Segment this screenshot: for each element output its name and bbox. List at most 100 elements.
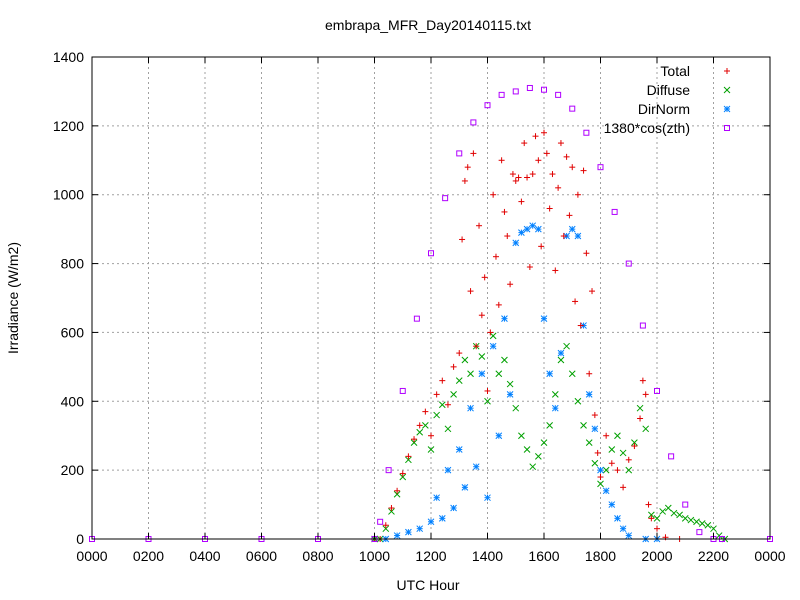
star-stroke — [444, 466, 452, 474]
star-stroke — [433, 494, 441, 502]
envelope-point — [682, 501, 689, 508]
envelope-point — [377, 518, 384, 525]
data-point — [456, 350, 463, 357]
star-stroke — [506, 391, 514, 398]
envelope-point — [442, 195, 449, 202]
data-point — [461, 356, 469, 364]
data-point — [484, 494, 491, 502]
data-point — [580, 167, 587, 174]
star-stroke — [405, 528, 412, 536]
envelope-point — [385, 467, 392, 474]
envelope-point — [456, 150, 463, 157]
data-point — [427, 518, 435, 526]
data-point — [495, 432, 503, 440]
data-point — [645, 501, 652, 508]
star-stroke — [393, 532, 401, 539]
data-point — [416, 525, 424, 533]
data-point — [534, 453, 542, 460]
cross-stroke — [405, 456, 412, 464]
legend-marker — [723, 105, 731, 113]
data-points — [89, 84, 773, 543]
data-point — [473, 343, 480, 350]
data-point — [467, 370, 474, 378]
envelope-point — [625, 260, 632, 267]
star-stroke — [540, 315, 548, 323]
cross-stroke — [444, 425, 452, 433]
star-stroke — [546, 370, 554, 378]
data-point — [568, 225, 576, 233]
data-point — [492, 253, 499, 260]
data-point — [444, 425, 452, 433]
data-point — [648, 515, 655, 522]
x-tick-label: 1400 — [472, 548, 503, 564]
square-stroke — [470, 119, 477, 126]
cross-stroke — [585, 439, 593, 446]
legend: Total Diffuse DirNorm 1380*cos(zth) — [604, 63, 731, 136]
y-tick-label: 1400 — [53, 49, 84, 65]
cross-stroke — [723, 86, 731, 94]
cross-stroke — [664, 504, 672, 512]
cross-stroke — [546, 422, 554, 429]
cross-stroke — [710, 525, 717, 533]
data-point — [394, 487, 401, 494]
data-point — [620, 484, 627, 491]
data-point — [608, 501, 616, 508]
data-point — [521, 140, 528, 147]
data-point — [631, 443, 638, 450]
data-point — [540, 315, 548, 323]
x-tick-label: 0200 — [133, 548, 164, 564]
x-tick-label: 0400 — [189, 548, 220, 564]
data-point — [501, 356, 508, 364]
star-stroke — [416, 525, 424, 533]
data-point — [439, 377, 446, 384]
data-point — [476, 222, 483, 229]
data-point — [438, 401, 446, 409]
y-tick-label: 400 — [61, 393, 85, 409]
legend-marker — [723, 86, 731, 94]
star-stroke — [427, 518, 435, 526]
data-point — [481, 274, 488, 281]
data-point — [433, 391, 440, 398]
data-point — [455, 446, 463, 453]
data-point — [653, 514, 661, 522]
legend-marker — [724, 68, 730, 74]
star-stroke — [568, 225, 576, 233]
square-stroke — [583, 129, 590, 136]
square-stroke — [555, 91, 562, 98]
data-point — [574, 191, 581, 198]
star-stroke — [495, 432, 503, 440]
square-stroke — [456, 150, 463, 157]
cross-stroke — [382, 525, 390, 533]
y-tick-label: 1000 — [53, 187, 84, 203]
data-point — [704, 521, 712, 529]
data-point — [602, 466, 610, 474]
cross-stroke — [455, 377, 463, 384]
cross-stroke — [597, 480, 604, 488]
chart-title: embrapa_MFR_Day20140115.txt — [325, 17, 531, 33]
y-axis-label: Irradiance (W/m2) — [5, 242, 21, 354]
data-point — [670, 509, 678, 517]
data-point — [393, 490, 401, 498]
square-stroke — [639, 322, 646, 329]
data-point — [433, 411, 441, 419]
data-point — [433, 494, 441, 502]
data-point — [506, 391, 514, 398]
data-point — [636, 404, 644, 412]
data-point — [546, 205, 553, 212]
data-point — [450, 504, 457, 512]
data-point — [639, 377, 646, 384]
data-point — [566, 212, 573, 219]
star-stroke — [597, 466, 604, 474]
envelope-point — [512, 88, 519, 95]
envelope-point — [668, 453, 675, 460]
cross-stroke — [501, 356, 508, 364]
cross-stroke — [687, 516, 695, 524]
data-point — [495, 301, 502, 308]
star-stroke — [557, 349, 565, 357]
cross-stroke — [506, 380, 514, 388]
cross-stroke — [568, 370, 576, 378]
x-tick-label: 0000 — [754, 548, 785, 564]
data-point — [642, 425, 650, 433]
data-point — [574, 397, 582, 405]
cross-stroke — [450, 391, 457, 398]
